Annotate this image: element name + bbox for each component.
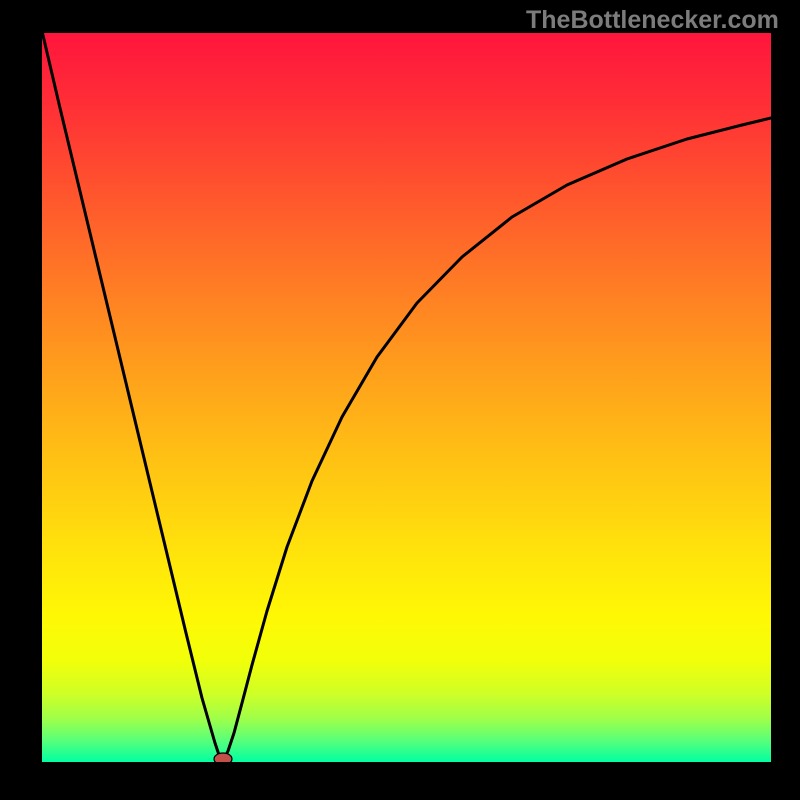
- watermark-text: TheBottlenecker.com: [526, 6, 779, 35]
- plot-area: [42, 33, 771, 762]
- chart-container: TheBottlenecker.com: [0, 0, 800, 800]
- minimum-marker: [214, 753, 232, 762]
- bottleneck-curve: [42, 33, 771, 760]
- curve-overlay: [42, 33, 771, 762]
